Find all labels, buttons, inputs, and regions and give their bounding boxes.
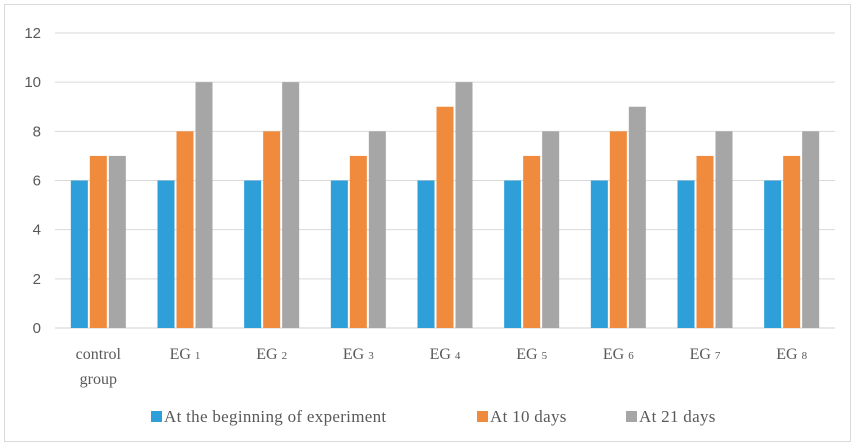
bar [590,180,608,328]
legend-label: At 21 days [639,407,716,426]
legend-swatch [151,411,162,422]
y-tick-label: 12 [24,25,41,42]
x-tick-label: EG 4 [430,346,461,363]
y-tick-label: 0 [33,320,41,337]
y-tick-label: 2 [33,271,41,288]
bar [157,180,175,328]
bar [330,180,348,328]
bar [542,131,560,328]
x-tick-label: EG 2 [256,346,287,363]
bar [244,180,262,328]
bar [176,131,194,328]
bar [195,82,213,329]
x-tick-label: EG 3 [343,346,374,363]
y-tick-label: 6 [33,173,41,190]
bar [609,131,627,328]
legend-label: At 10 days [490,407,567,426]
legend-swatch [477,411,488,422]
y-tick-label: 8 [33,123,41,140]
bar [677,180,695,328]
bar [89,155,107,328]
bar [368,131,386,328]
x-tick-label: EG 7 [690,346,721,363]
x-tick-label: control [76,346,122,363]
bar [436,106,454,328]
x-tick-label: EG 1 [170,346,201,363]
bar [417,180,435,328]
y-tick-label: 10 [24,74,41,91]
bar [696,155,714,328]
bar [783,155,801,328]
bar [282,82,300,329]
bar [263,131,281,328]
bar [628,106,646,328]
bar [504,180,522,328]
bar [108,155,126,328]
legend-swatch [626,411,637,422]
bar [349,155,367,328]
legend-label: At the beginning of experiment [164,407,386,426]
x-tick-label-line2: group [80,371,117,388]
bar [802,131,820,328]
x-tick-label: EG 5 [516,346,547,363]
bar [523,155,541,328]
x-tick-label: EG 8 [776,346,807,363]
x-tick-label: EG 6 [603,346,634,363]
bar [70,180,88,328]
bar [715,131,733,328]
bar [764,180,782,328]
y-tick-label: 4 [33,222,41,239]
bar [455,82,473,329]
